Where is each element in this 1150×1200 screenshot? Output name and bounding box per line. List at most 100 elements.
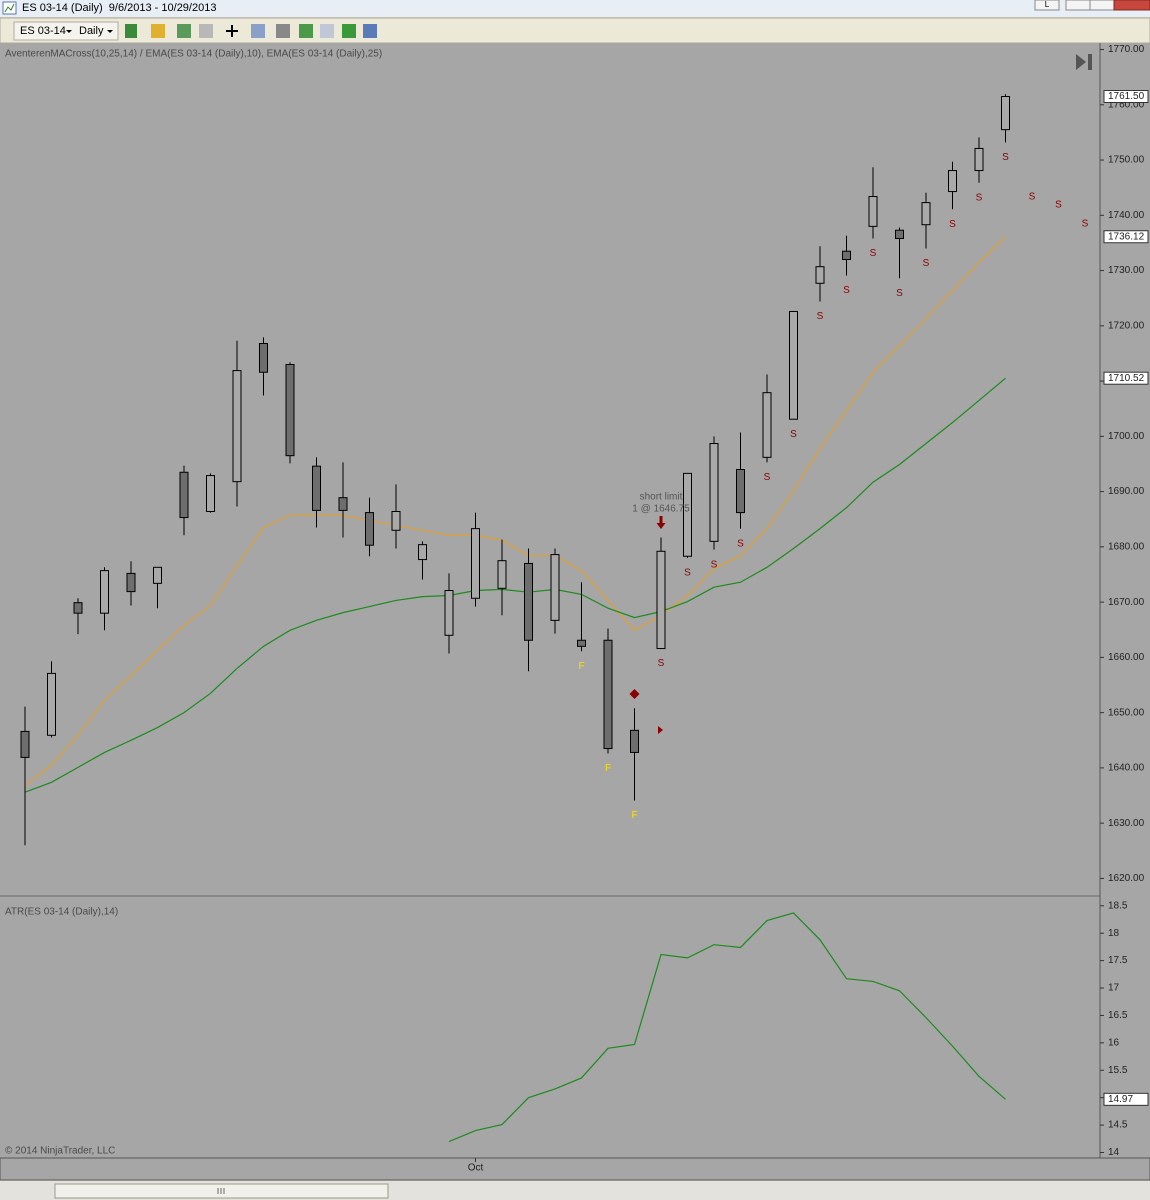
- candle-body: [312, 465, 321, 511]
- candle-body: [126, 572, 136, 593]
- candle-body: [921, 202, 931, 226]
- future-signal: S: [1055, 200, 1062, 211]
- maximize-button[interactable]: [1089, 0, 1115, 11]
- signal: F: [605, 763, 611, 774]
- signal: S: [870, 248, 877, 259]
- dropdown-arrow: [107, 30, 113, 33]
- order-annotation: 1 @ 1646.75: [632, 504, 690, 515]
- x-axis-strip: [0, 1157, 1150, 1181]
- candle-body: [418, 544, 427, 561]
- signal: S: [896, 288, 903, 299]
- signal: S: [764, 472, 771, 483]
- candle-body: [338, 497, 348, 511]
- candle-body: [497, 560, 507, 589]
- signal: S: [711, 559, 718, 570]
- atr-line: [448, 912, 1006, 1143]
- toolbar: [0, 17, 1150, 44]
- candle-body: [47, 672, 56, 736]
- y-tick-label: 1630.00: [1108, 818, 1145, 829]
- properties-icon[interactable]: [276, 24, 290, 38]
- minimize-button[interactable]: [1065, 0, 1091, 11]
- candle-body: [100, 570, 109, 614]
- y-tick-label: 1620.00: [1108, 873, 1145, 884]
- candle-body: [232, 370, 242, 483]
- y-tick-label: 1700.00: [1108, 431, 1145, 442]
- instrument: ES 03-14: [20, 25, 66, 37]
- chart-style-icon[interactable]: [125, 24, 137, 38]
- draw-icon[interactable]: [177, 24, 191, 38]
- y-tick-label: 1750.00: [1108, 155, 1145, 166]
- y-tick-label: 1690.00: [1108, 486, 1145, 497]
- y-tick-label: 1770.00: [1108, 44, 1145, 55]
- candle-body: [444, 590, 454, 636]
- y-tick-label: 1720.00: [1108, 320, 1145, 331]
- price-marker-label: 1710.52: [1108, 373, 1145, 384]
- window-title: ES 03-14 (Daily) 9/6/2013 - 10/29/2013: [22, 2, 216, 14]
- data-box-icon[interactable]: [363, 24, 377, 38]
- candle-body: [762, 392, 772, 458]
- scroll-to-end-icon[interactable]: [1076, 54, 1092, 70]
- signal: S: [790, 429, 797, 440]
- y-tick-label: 15.5: [1108, 1065, 1128, 1076]
- price-marker-label: 1736.12: [1108, 231, 1145, 242]
- drawing-tool-icon[interactable]: [151, 24, 165, 38]
- price-marker-label: 14.97: [1108, 1094, 1133, 1105]
- copyright: © 2014 NinjaTrader, LLC: [5, 1146, 115, 1157]
- ema-line: [24, 377, 1006, 793]
- y-tick-label: 1660.00: [1108, 652, 1145, 663]
- candle-body: [524, 562, 533, 641]
- zoom-icon[interactable]: [251, 24, 265, 38]
- y-tick-label: 1730.00: [1108, 265, 1145, 276]
- y-tick-label: 18: [1108, 928, 1120, 939]
- candle-body: [179, 471, 189, 519]
- order-icon[interactable]: [342, 24, 356, 38]
- candle-body: [868, 196, 878, 227]
- atr-panel-label: ATR(ES 03-14 (Daily),14): [5, 907, 118, 918]
- y-tick-label: 1670.00: [1108, 597, 1145, 608]
- price-marker-box: [1103, 1092, 1149, 1106]
- signal: S: [684, 568, 691, 579]
- y-tick-label: 16.5: [1108, 1010, 1128, 1021]
- y-tick-label: 17.5: [1108, 955, 1128, 966]
- instrument-selector[interactable]: [13, 21, 119, 41]
- future-signal: S: [1029, 192, 1036, 203]
- y-tick-label: 14: [1108, 1147, 1120, 1158]
- crosshair-icon[interactable]: [226, 25, 238, 37]
- candle-body: [20, 730, 30, 758]
- y-tick-label: 14.5: [1108, 1120, 1128, 1131]
- price-marker-box: [1103, 89, 1149, 103]
- price-panel-label: AventerenMACross(10,25,14) / EMA(ES 03-1…: [5, 49, 382, 60]
- y-tick-label: 16: [1108, 1037, 1120, 1048]
- candle-body: [259, 343, 268, 373]
- indicators-icon[interactable]: [299, 24, 313, 38]
- candle-body: [603, 639, 613, 750]
- signal: F: [631, 810, 637, 821]
- signal: S: [1002, 152, 1009, 163]
- toolbar-icons: [125, 24, 377, 38]
- candle-body: [948, 170, 957, 193]
- y-tick-label: 1650.00: [1108, 707, 1145, 718]
- period[interactable]: Daily: [79, 25, 104, 37]
- candle-body: [206, 475, 215, 512]
- candle-body: [1001, 95, 1010, 131]
- signal: S: [658, 658, 665, 669]
- candle-body: [365, 512, 374, 546]
- candle-body: [73, 602, 83, 614]
- ema-line: [24, 236, 1006, 787]
- candle-body: [391, 510, 401, 531]
- title-bar: [0, 0, 1150, 17]
- candle-body: [656, 550, 666, 650]
- scroll-grip: [217, 1188, 225, 1194]
- close-button[interactable]: [1113, 0, 1150, 11]
- candle-body: [974, 147, 984, 172]
- candle-body: [630, 729, 639, 753]
- price-marker-box: [1103, 230, 1149, 244]
- strategies-icon[interactable]: [320, 24, 334, 38]
- remove-icon[interactable]: [199, 24, 213, 38]
- language-button[interactable]: [1034, 0, 1060, 11]
- candle-body: [709, 443, 719, 542]
- y-tick-label: 17: [1108, 983, 1120, 994]
- exit-triangle: [658, 726, 663, 734]
- candle-body: [683, 472, 692, 557]
- candle-body: [736, 469, 745, 514]
